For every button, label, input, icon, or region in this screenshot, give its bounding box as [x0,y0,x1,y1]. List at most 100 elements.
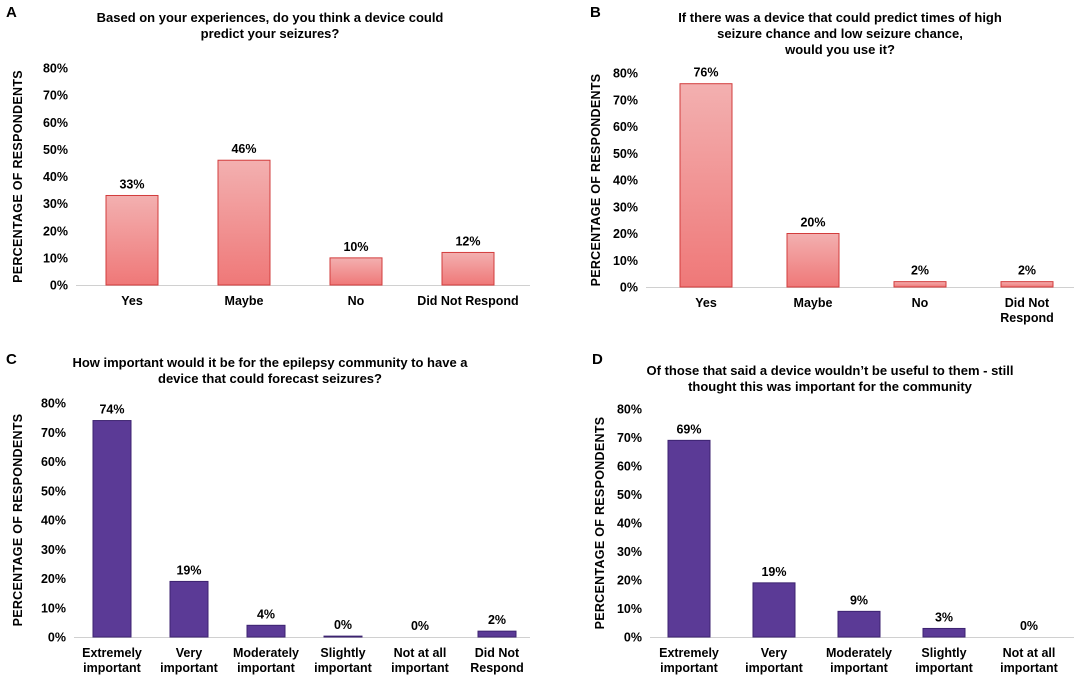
y-tick-label: 0% [620,281,638,295]
x-tick-label: Did Not Respond [1000,296,1053,325]
panel-letter-d: D [592,351,603,368]
bar-chart-b: 0% 10% 20% 30% 40% 50% 60% 70% 80% PERCENTAGE OF … [589,66,1074,325]
data-label: 2% [911,264,929,278]
x-tick-label: Maybe [225,294,264,308]
x-tick-label: Moderately important [233,646,299,675]
y-tick-label: 20% [41,572,66,586]
panel-b: B If there was a device that could predi… [570,0,1084,335]
bar-chart-d: 0% 10% 20% 30% 40% 50% 60% 70% 80% PERCENTAGE OF … [593,403,1074,675]
chart-title-b: If there was a device that could predict… [678,10,1002,57]
y-tick-label: 30% [613,200,638,214]
data-label: 9% [850,593,868,607]
x-tick-label: Slightly important [314,646,372,675]
y-tick-label: 10% [43,251,68,265]
bar [752,582,796,638]
panel-letter-a: A [6,4,17,21]
y-tick-label: 60% [613,120,638,134]
panel-letter-b: B [590,4,601,21]
data-label: 46% [231,142,256,156]
bar [893,281,947,288]
bar [323,635,363,638]
y-tick-label: 80% [41,397,66,411]
data-label: 20% [800,216,825,230]
data-label: 19% [176,563,201,577]
data-label: 19% [761,565,786,579]
y-tick-label: 30% [43,197,68,211]
x-tick-label: Maybe [794,296,833,310]
y-tick-label: 20% [617,574,642,588]
data-label: 4% [257,607,275,621]
y-tick-label: 80% [617,403,642,417]
y-tick-label: 30% [617,545,642,559]
bar [169,580,209,638]
x-tick-label: Did Not Respond [417,294,518,308]
panel-c: C How important would it be for the epil… [0,345,540,683]
data-label: 69% [676,422,701,436]
y-tick-label: 40% [43,170,68,184]
y-axis-title: PERCENTAGE OF RESPONDENTS [11,414,25,627]
y-tick-label: 0% [50,279,68,293]
data-label: 10% [343,240,368,254]
bar [105,194,159,286]
y-tick-label: 20% [613,227,638,241]
panel-a: A Based on your experiences, do you thin… [0,0,540,335]
data-label: 2% [488,613,506,627]
y-axis-title: PERCENTAGE OF RESPONDENTS [11,70,25,283]
chart-title-c: How important would it be for the epilep… [72,355,468,386]
y-tick-label: 50% [43,143,68,157]
y-tick-label: 50% [41,484,66,498]
x-tick-label: Yes [695,296,717,310]
y-tick-label: 0% [48,631,66,645]
y-tick-label: 80% [43,62,68,76]
panel-d: D Of those that said a device wouldn’t b… [560,345,1084,683]
y-tick-label: 10% [613,254,638,268]
x-tick-label: Moderately important [826,646,892,675]
bar [679,83,733,288]
x-tick-label: Slightly important [915,646,973,675]
bar [92,420,132,638]
x-tick-label: Not at all important [391,646,449,675]
y-tick-label: 60% [617,460,642,474]
data-label: 3% [935,610,953,624]
chart-title-a: Based on your experiences, do you think … [96,10,444,41]
bar [246,624,286,638]
bar [1000,281,1054,288]
data-label: 76% [693,66,718,80]
y-axis-title: PERCENTAGE OF RESPONDENTS [593,417,607,630]
bar [441,251,495,286]
x-tick-label: Yes [121,294,143,308]
x-tick-label: Extremely important [659,646,719,675]
data-label: 2% [1018,264,1036,278]
y-tick-label: 30% [41,543,66,557]
data-label: 33% [119,177,144,191]
x-tick-label: No [912,296,929,310]
data-label: 12% [455,234,480,248]
y-tick-label: 40% [41,514,66,528]
data-label: 0% [1020,619,1038,633]
x-tick-label: Very important [160,646,218,675]
y-tick-label: 20% [43,224,68,238]
bar [667,439,711,638]
y-tick-label: 70% [43,89,68,103]
y-tick-label: 10% [41,601,66,615]
x-tick-label: Did Not Respond [470,646,523,675]
y-tick-label: 10% [617,602,642,616]
y-tick-label: 50% [613,147,638,161]
y-tick-label: 80% [613,67,638,81]
x-tick-label: Extremely important [82,646,142,675]
y-tick-label: 40% [617,517,642,531]
x-tick-label: Very important [745,646,803,675]
bar-chart-a: 0% 10% 20% 30% 40% 50% 60% 70% 80% PERCENTAGE OF … [11,62,530,308]
bar [837,610,881,638]
y-tick-label: 0% [624,631,642,645]
bar-chart-c: 0% 10% 20% 30% 40% 50% 60% 70% 80% PERCENTAGE OF … [11,397,530,675]
y-axis-title: PERCENTAGE OF RESPONDENTS [589,74,603,287]
x-tick-label: Not at all important [1000,646,1058,675]
data-label: 0% [411,619,429,633]
chart-title-d: Of those that said a device wouldn’t be … [646,363,1014,394]
bar [477,630,517,638]
y-tick-label: 60% [43,116,68,130]
y-tick-label: 70% [613,93,638,107]
y-tick-label: 60% [41,455,66,469]
